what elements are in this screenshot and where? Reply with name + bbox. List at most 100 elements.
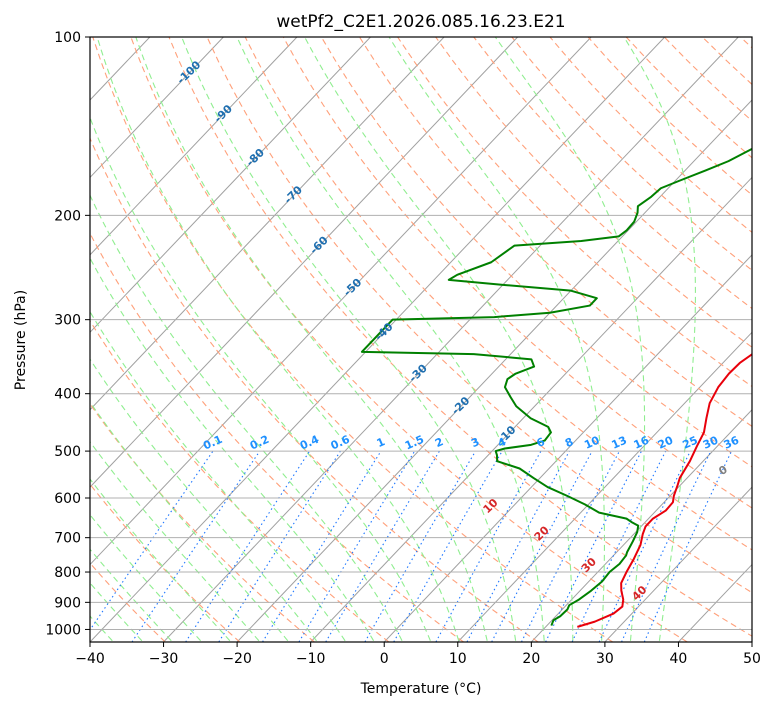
line-labels: -100-90-80-70-60-50-40-30-20-100.1 0.2 0.4… (174, 58, 741, 603)
y-tick-label: 100 (54, 30, 81, 46)
mixing-ratio-label: 0.1 (201, 433, 224, 453)
isotherm-line (310, 176, 752, 642)
x-tick-label: 20 (522, 651, 540, 667)
moist-adiabat-line (90, 257, 375, 642)
chart-title: wetPf2_C2E1.2026.085.16.23.E21 (276, 12, 565, 32)
dry-adiabat-line (320, 37, 752, 468)
isotherm-line (678, 563, 752, 642)
moist-adiabat-line (90, 513, 202, 642)
moist-adiabat-line (304, 37, 574, 641)
mixing-ratio-label: 25 (681, 434, 700, 452)
isotherm-line (236, 99, 752, 642)
dry-adiabat-line (206, 37, 752, 594)
isotherm-line (90, 37, 592, 566)
y-tick-label: 900 (54, 595, 81, 611)
isotherm-line (383, 254, 752, 642)
dry-adiabat-line (92, 37, 613, 642)
isotherm-line (0, 37, 76, 642)
dry-adiabat-line (90, 136, 539, 642)
y-axis-label: Pressure (hPa) (13, 290, 29, 390)
y-tick-label: 1000 (45, 622, 81, 638)
mixing-ratio-line (393, 450, 503, 642)
isotherm-line (0, 37, 3, 642)
temperature-profile (577, 353, 752, 628)
moist-adiabat-line (90, 401, 289, 642)
x-tick-label: 30 (596, 651, 614, 667)
x-tick-label: 50 (743, 651, 761, 667)
dry-adiabat-line (397, 37, 752, 388)
dry-adiabat-line (90, 483, 241, 642)
moist-adiabat-line (388, 37, 606, 641)
mixing-ratio-line (262, 450, 382, 642)
dry-adiabat-line (587, 37, 752, 196)
mixing-ratio-label: 36 (722, 433, 742, 451)
isotherm-line (90, 37, 445, 411)
mixing-ratio-label: 30 (701, 433, 721, 451)
mixing-ratio-label: 3 (469, 435, 481, 450)
y-tick-label: 500 (54, 444, 81, 460)
x-axis-label: Temperature (°C) (360, 681, 482, 697)
isotherm-line (90, 37, 224, 179)
background-lines (0, 37, 752, 642)
x-tick-label: −20 (222, 651, 252, 667)
mixing-ratio-label: 10 (582, 433, 602, 451)
isotherm-line (90, 37, 666, 642)
dry-adiabat-line (359, 37, 752, 428)
dry-adiabat-line (168, 37, 752, 637)
profiles (360, 147, 752, 628)
x-axis: −40 −30 −20 −10 0 10 20 30 40 50 (75, 642, 761, 667)
y-tick-label: 300 (54, 313, 81, 329)
isotherm-line (90, 37, 371, 334)
moist-adiabat-line (90, 310, 346, 642)
dry-adiabat-line (282, 37, 752, 509)
moist-adiabat-line (181, 37, 517, 641)
y-tick-label: 200 (54, 208, 81, 224)
dry-adiabat-label: 20 (532, 523, 552, 543)
dewpoint-profile (360, 147, 752, 626)
y-tick-label: 700 (54, 531, 81, 547)
mixing-ratio-line (364, 450, 477, 642)
mixing-ratio-label: 2 (433, 435, 445, 450)
dry-adiabat-line (435, 37, 752, 348)
moist-adiabat-line (96, 37, 460, 641)
isotherm-line (90, 37, 519, 488)
mixing-ratio-label: 20 (656, 433, 676, 451)
y-tick-label: 800 (54, 565, 81, 581)
y-tick-label: 400 (54, 387, 81, 403)
x-tick-label: −30 (149, 651, 179, 667)
dry-adiabat-line (473, 37, 752, 310)
moist-adiabat-line (90, 358, 317, 642)
mixing-ratio-label: 0.4 (298, 433, 321, 453)
x-tick-label: 40 (670, 651, 688, 667)
moist-adiabat-line (236, 37, 545, 641)
y-tick-label: 600 (54, 491, 81, 507)
dry-adiabat-label: 40 (629, 583, 649, 603)
plot-frame (89, 36, 753, 643)
x-tick-label: −40 (75, 651, 105, 667)
moist-adiabat-line (135, 37, 488, 641)
moist-adiabat-line (90, 440, 260, 642)
mixing-ratio-line (466, 450, 570, 642)
x-tick-label: −10 (296, 651, 326, 667)
mixing-ratio-line (325, 450, 440, 642)
isotherm-line (604, 486, 752, 642)
mixing-ratio-line (491, 450, 593, 642)
isotherm-line (751, 641, 752, 642)
moist-adiabat-line (623, 37, 696, 641)
dry-adiabat-line (90, 232, 464, 642)
isotherm-line (530, 408, 752, 642)
dry-adiabat-line (244, 37, 752, 551)
mixing-ratio-label: 1.5 (403, 433, 426, 453)
y-axis: 100 200 300 400 500 600 700 800 900 1000 (45, 30, 90, 638)
isotherm-line (163, 37, 739, 642)
dry-adiabat-line (90, 319, 390, 642)
dry-adiabat-line (701, 37, 752, 86)
mixing-ratio-line (621, 450, 712, 642)
mixing-ratio-line (90, 450, 214, 631)
moist-adiabat-line (90, 478, 231, 642)
moist-adiabat-line (90, 116, 431, 641)
mixing-ratio-label: 1 (375, 435, 387, 450)
mixing-ratio-line (571, 450, 667, 642)
x-tick-label: 10 (449, 651, 467, 667)
